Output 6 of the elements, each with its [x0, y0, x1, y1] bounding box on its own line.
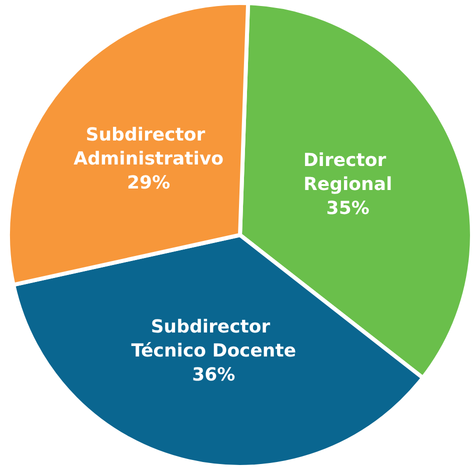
data-label: 35%	[326, 198, 370, 220]
data-label: 36%	[192, 364, 236, 386]
data-label: 29%	[127, 172, 170, 194]
slice-label: Director Regional	[303, 150, 392, 196]
slice-label: Subdirector Administrativo	[74, 124, 224, 170]
slice-label: Subdirector Técnico Docente	[131, 316, 296, 362]
